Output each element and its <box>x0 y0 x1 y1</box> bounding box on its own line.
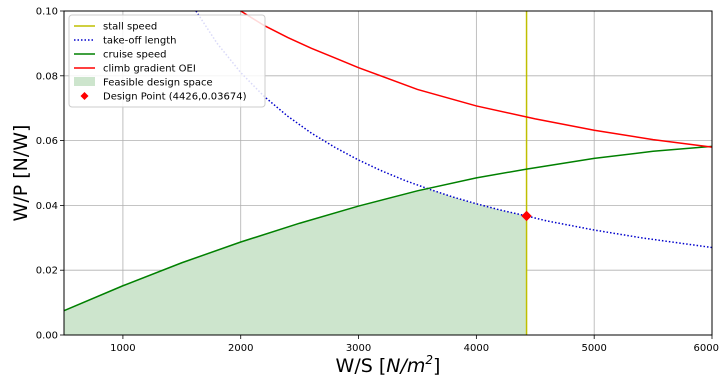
y-tick-label: 0.00 <box>36 331 58 342</box>
design-point-marker <box>521 210 532 222</box>
climb-gradient-oei-line <box>240 11 712 148</box>
y-tick-label: 0.04 <box>36 201 58 212</box>
legend-box <box>68 14 266 108</box>
legend-label: Feasible design space <box>103 78 213 89</box>
y-tick-label: 0.02 <box>36 266 58 277</box>
x-axis-label-unit: N/m <box>386 355 425 377</box>
legend-label: cruise speed <box>103 50 166 61</box>
x-tick-label: 4000 <box>464 343 489 354</box>
y-axis-label: W/P [N/W] <box>10 125 32 222</box>
legend-swatch <box>74 77 95 86</box>
plot-frame <box>63 10 713 336</box>
series-layer <box>64 11 712 335</box>
x-tick-label: 3000 <box>346 343 371 354</box>
cruise-speed-line <box>64 145 712 312</box>
x-tick-label: 5000 <box>581 343 606 354</box>
y-tick-label: 0.08 <box>36 71 58 82</box>
legend-label: climb gradient OEI <box>103 64 196 75</box>
legend: stall speed take-off length cruise speed cl… <box>68 14 266 108</box>
legend-label: Design Point (4426,0.03674) <box>103 92 247 103</box>
feasible-region-layer <box>64 188 527 335</box>
x-axis-label: W/S [N/m2] <box>336 353 441 377</box>
design-point-layer <box>521 210 532 222</box>
legend-label: stall speed <box>103 22 157 33</box>
take-off-length-line <box>195 11 712 249</box>
x-tick-label: 6000 <box>694 343 719 354</box>
x-axis-label-exponent: 2 <box>425 353 433 367</box>
legend-swatch <box>80 92 89 100</box>
x-tick-label: 2000 <box>228 343 253 354</box>
y-tick-label: 0.06 <box>36 136 58 147</box>
legend-label: take-off length <box>103 36 177 47</box>
x-tick-label: 1000 <box>110 343 135 354</box>
y-tick-label: 0.10 <box>36 7 58 18</box>
x-axis-label-text: W/S <box>336 355 373 377</box>
feasible-region <box>64 188 527 335</box>
ticks: 1000 2000 3000 4000 5000 6000 0.00 0.02 0.04 0.06… <box>36 7 719 355</box>
